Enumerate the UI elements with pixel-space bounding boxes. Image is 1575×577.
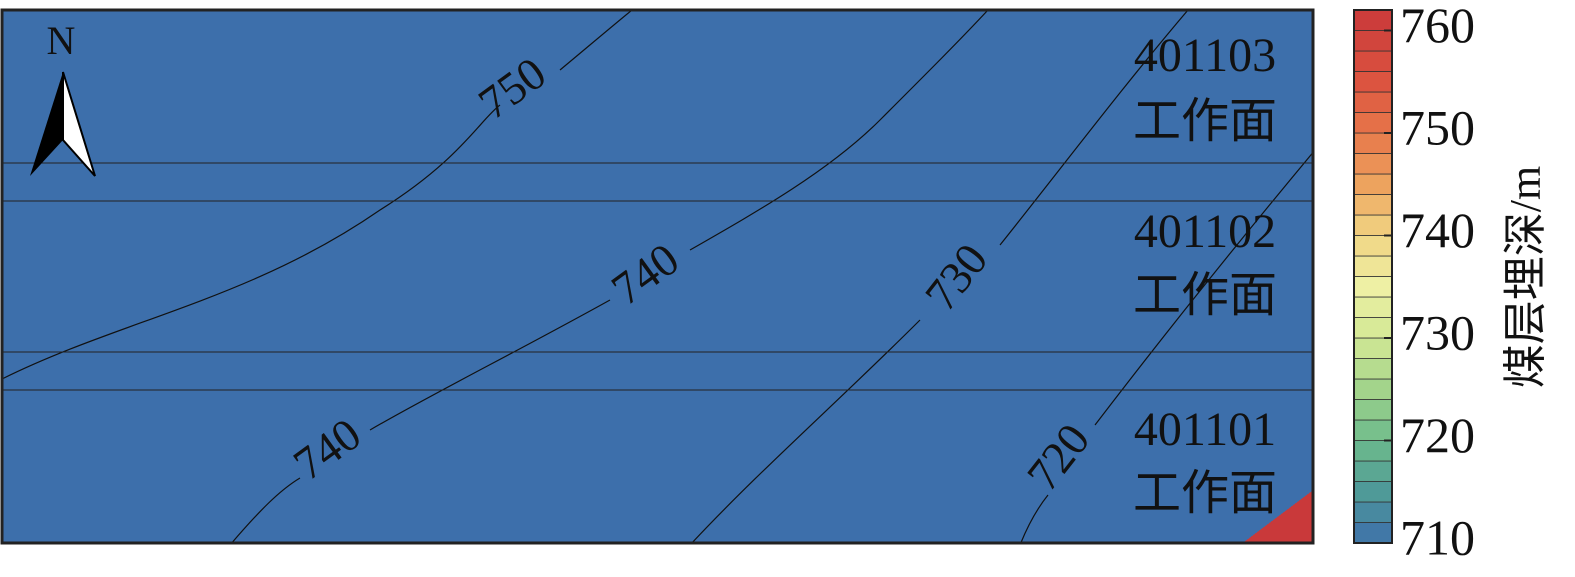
colorbar-band bbox=[1353, 255, 1393, 277]
colorbar-band bbox=[1353, 276, 1393, 298]
colorbar-tick-label: 740 bbox=[1400, 202, 1475, 258]
colorbar-band bbox=[1353, 214, 1393, 236]
colorbar-band bbox=[1353, 440, 1393, 462]
colorbar-band bbox=[1353, 296, 1393, 318]
colorbar-label: 煤层埋深/m bbox=[1501, 166, 1550, 388]
arrow-left bbox=[30, 72, 63, 176]
colorbar-band bbox=[1353, 460, 1393, 482]
colorbar-band bbox=[1353, 194, 1393, 216]
contour-line bbox=[1020, 151, 1313, 543]
contour-line bbox=[230, 10, 989, 543]
colorbar-band bbox=[1353, 501, 1393, 523]
colorbar-band bbox=[1353, 419, 1393, 441]
depth-field bbox=[2, 10, 1313, 543]
colorbar-tick-label: 760 bbox=[1400, 0, 1475, 53]
colorbar-band bbox=[1353, 481, 1393, 503]
colorbar-band bbox=[1353, 153, 1393, 175]
colorbar-band bbox=[1353, 30, 1393, 52]
colorbar-band bbox=[1353, 317, 1393, 339]
colorbar-band bbox=[1353, 337, 1393, 359]
workface-id: 401102 bbox=[1134, 205, 1276, 258]
workface-id: 401103 bbox=[1134, 29, 1276, 82]
colorbar-band bbox=[1353, 235, 1393, 257]
colorbar-tick-label: 730 bbox=[1400, 304, 1475, 360]
north-arrow: N bbox=[30, 18, 96, 177]
colorbar-tick-label: 720 bbox=[1400, 407, 1475, 463]
map-frame bbox=[0, 8, 1315, 545]
colorbar-band bbox=[1353, 71, 1393, 93]
colorbar-band bbox=[1353, 132, 1393, 154]
colorbar-band bbox=[1353, 91, 1393, 113]
colorbar-band bbox=[1353, 399, 1393, 421]
colorbar-band bbox=[1353, 112, 1393, 134]
colorbar-band bbox=[1353, 173, 1393, 195]
colorbar-tick-label: 710 bbox=[1400, 509, 1475, 565]
north-label: N bbox=[47, 18, 76, 63]
contour-line bbox=[691, 10, 1189, 543]
colorbar-band bbox=[1353, 358, 1393, 380]
colorbar-band bbox=[1353, 378, 1393, 400]
colorbar-band bbox=[1353, 9, 1393, 31]
colorbar: 710 720 730 740 750 760 bbox=[1353, 0, 1475, 565]
workface-id: 401101 bbox=[1134, 403, 1276, 456]
workface-label: 工作面 bbox=[1133, 95, 1277, 148]
arrow-right bbox=[62, 71, 96, 177]
workface-label: 工作面 bbox=[1133, 269, 1277, 322]
colorbar-tick-label: 750 bbox=[1400, 99, 1475, 155]
contour-line bbox=[2, 10, 633, 380]
map-area bbox=[2, 10, 1313, 543]
colorbar-band bbox=[1353, 50, 1393, 72]
colorbar-frame bbox=[1353, 9, 1393, 544]
colorbar-band bbox=[1353, 522, 1393, 544]
workface-label: 工作面 bbox=[1133, 467, 1277, 520]
